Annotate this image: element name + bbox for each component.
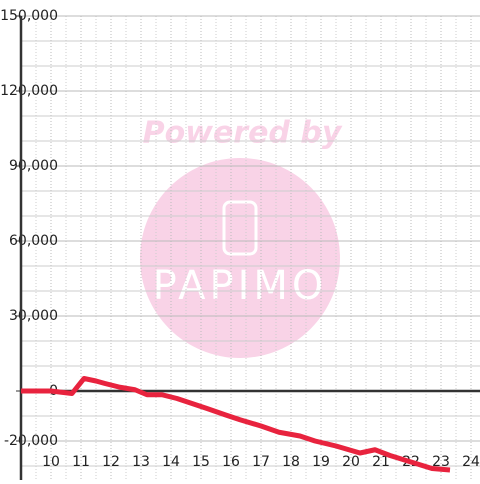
watermark-circle bbox=[140, 158, 340, 358]
watermark-text: PAPIMO bbox=[153, 263, 328, 309]
x-tick-label: 10 bbox=[42, 454, 60, 470]
watermark-text: Powered by bbox=[143, 116, 343, 151]
x-tick-label: 23 bbox=[432, 454, 450, 470]
x-tick-label: 24 bbox=[462, 454, 480, 470]
x-tick-label: 13 bbox=[132, 454, 150, 470]
x-tick-label: 19 bbox=[312, 454, 330, 470]
data-line bbox=[21, 376, 451, 473]
y-tick-label: -20,000 bbox=[4, 433, 58, 449]
y-tick-label: 30,000 bbox=[9, 308, 58, 324]
x-tick-label: 21 bbox=[372, 454, 390, 470]
x-tick-label: 15 bbox=[192, 454, 210, 470]
x-tick-label: 20 bbox=[342, 454, 360, 470]
y-tick-label: 60,000 bbox=[9, 233, 58, 249]
y-tick-label: 120,000 bbox=[0, 83, 58, 99]
x-tick-label: 17 bbox=[252, 454, 270, 470]
x-tick-label: 14 bbox=[162, 454, 180, 470]
x-tick-label: 18 bbox=[282, 454, 300, 470]
watermark-icon bbox=[222, 200, 258, 256]
y-tick-label: 90,000 bbox=[9, 158, 58, 174]
x-tick-label: 16 bbox=[222, 454, 240, 470]
y-tick-label: 150,000 bbox=[0, 8, 58, 24]
x-tick-label: 12 bbox=[102, 454, 120, 470]
x-tick-label: 11 bbox=[72, 454, 90, 470]
